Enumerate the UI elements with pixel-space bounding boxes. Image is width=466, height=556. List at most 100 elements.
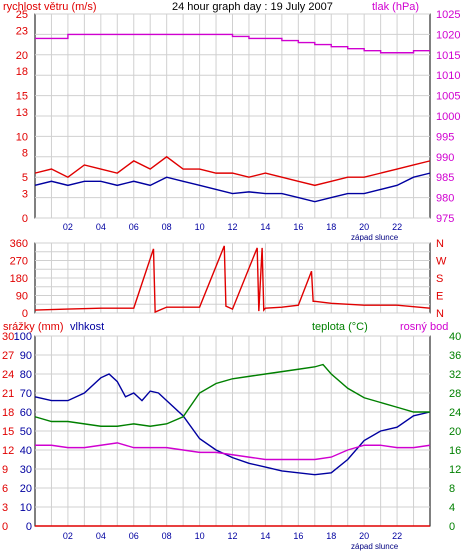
pressure-label: tlak (hPa) (372, 1, 419, 13)
pressure-tick: 1000 (436, 111, 460, 123)
pressure-tick: 1005 (436, 91, 460, 103)
wind-speed-tick: 25 (16, 9, 28, 21)
humidity-tick: 100 (14, 331, 32, 343)
rain-tick: 18 (2, 407, 14, 419)
panel3-x-axis: 02 04 06 08 10 12 14 16 18 20 22 (63, 531, 402, 541)
temperature-tick: 12 (449, 464, 461, 476)
panel3-grid (35, 335, 430, 527)
series-humidity (34, 373, 431, 476)
panel1-grid (35, 13, 430, 219)
x-tick-label: 14 (260, 531, 270, 541)
temperature-tick: 24 (449, 407, 461, 419)
x-tick-label: 08 (162, 531, 172, 541)
wind-speed-tick: 13 (16, 107, 28, 119)
pressure-tick: 985 (436, 172, 454, 184)
chart-title: 24 hour graph day : 19 July 2007 (172, 1, 333, 13)
wind-speed-tick: 8 (22, 148, 28, 160)
dewpoint-label: rosný bod (400, 321, 448, 333)
temperature-tick: 40 (449, 331, 461, 343)
series-temperature (34, 363, 430, 427)
panel2-series (34, 245, 431, 314)
x-tick-label: 14 (260, 222, 270, 232)
temperature-tick: 0 (449, 521, 455, 533)
compass-tick: N (436, 308, 444, 320)
sunset-label-1: západ slunce (351, 233, 399, 242)
wind-speed-tick: 10 (16, 131, 28, 143)
series-dewpoint (35, 442, 431, 461)
temperature-tick: 4 (449, 502, 455, 514)
x-tick-label: 10 (195, 222, 205, 232)
wind-speed-tick: 20 (16, 50, 28, 62)
rain-tick: 21 (2, 388, 14, 400)
direction-tick: 270 (10, 256, 28, 268)
x-tick-label: 02 (63, 531, 73, 541)
x-tick-label: 04 (96, 531, 106, 541)
sunset-label-3: západ slunce (351, 542, 399, 551)
panel2-left-axis: 0 90 180 270 360 (10, 238, 28, 320)
temperature-label: teplota (°C) (312, 321, 368, 333)
x-tick-label: 06 (129, 222, 139, 232)
wind-speed-label: rychlost větru (m/s) (3, 1, 97, 13)
x-tick-label: 04 (96, 222, 106, 232)
pressure-tick: 1010 (436, 70, 460, 82)
series-direction (34, 245, 431, 314)
compass-tick: E (436, 291, 443, 303)
temperature-tick: 32 (449, 369, 461, 381)
rain-tick: 9 (2, 464, 8, 476)
temperature-tick: 8 (449, 483, 455, 495)
wind-speed-tick: 3 (22, 189, 28, 201)
rain-tick: 6 (2, 483, 8, 495)
x-tick-label: 16 (293, 222, 303, 232)
humidity-tick: 90 (20, 350, 32, 362)
rain-tick: 15 (2, 426, 14, 438)
x-tick-label: 18 (326, 531, 336, 541)
panel1-right-axis: 975 980 985 990 995 1000 1005 1010 1015 1020 1025 (436, 9, 460, 225)
pressure-tick: 1015 (436, 50, 460, 62)
x-tick-label: 08 (162, 222, 172, 232)
panel3-humidity-axis: 0 10 20 30 40 50 60 70 80 90 100 (14, 331, 32, 533)
panel3-rain-axis: 0 3 6 9 12 15 18 21 24 27 30 (2, 331, 14, 533)
x-tick-label: 16 (293, 531, 303, 541)
series-pressure (35, 33, 430, 54)
pressure-tick: 975 (436, 213, 454, 225)
x-tick-label: 10 (195, 531, 205, 541)
x-tick-label: 02 (63, 222, 73, 232)
humidity-tick: 40 (20, 445, 32, 457)
wind-speed-tick: 5 (22, 172, 28, 184)
x-tick-label: 12 (227, 222, 237, 232)
humidity-tick: 0 (26, 521, 32, 533)
x-tick-label: 22 (392, 222, 402, 232)
compass-tick: N (436, 238, 444, 250)
humidity-tick: 80 (20, 369, 32, 381)
pressure-tick: 990 (436, 152, 454, 164)
humidity-tick: 20 (20, 483, 32, 495)
temperature-tick: 28 (449, 388, 461, 400)
panel1-left-axis: 0 3 5 8 10 13 15 18 20 23 25 (16, 9, 28, 225)
compass-tick: S (436, 273, 443, 285)
humidity-tick: 50 (20, 426, 32, 438)
x-tick-label: 12 (227, 531, 237, 541)
wind-speed-tick: 23 (16, 25, 28, 37)
wind-speed-tick: 0 (22, 213, 28, 225)
rain-tick: 3 (2, 502, 8, 514)
panel1-series (34, 33, 431, 203)
x-tick-label: 20 (359, 531, 369, 541)
x-tick-label: 22 (392, 531, 402, 541)
rain-label: srážky (mm) (3, 321, 64, 333)
humidity-tick: 60 (20, 407, 32, 419)
rain-tick: 0 (2, 521, 8, 533)
temperature-tick: 16 (449, 445, 461, 457)
rain-tick: 12 (2, 445, 14, 457)
x-tick-label: 18 (326, 222, 336, 232)
direction-tick: 0 (22, 308, 28, 320)
rain-tick: 30 (2, 331, 14, 343)
wind-speed-tick: 18 (16, 66, 28, 78)
panel2-grid (35, 242, 430, 314)
pressure-tick: 980 (436, 193, 454, 205)
rain-tick: 24 (2, 369, 14, 381)
compass-tick: W (436, 256, 447, 268)
humidity-tick: 30 (20, 464, 32, 476)
